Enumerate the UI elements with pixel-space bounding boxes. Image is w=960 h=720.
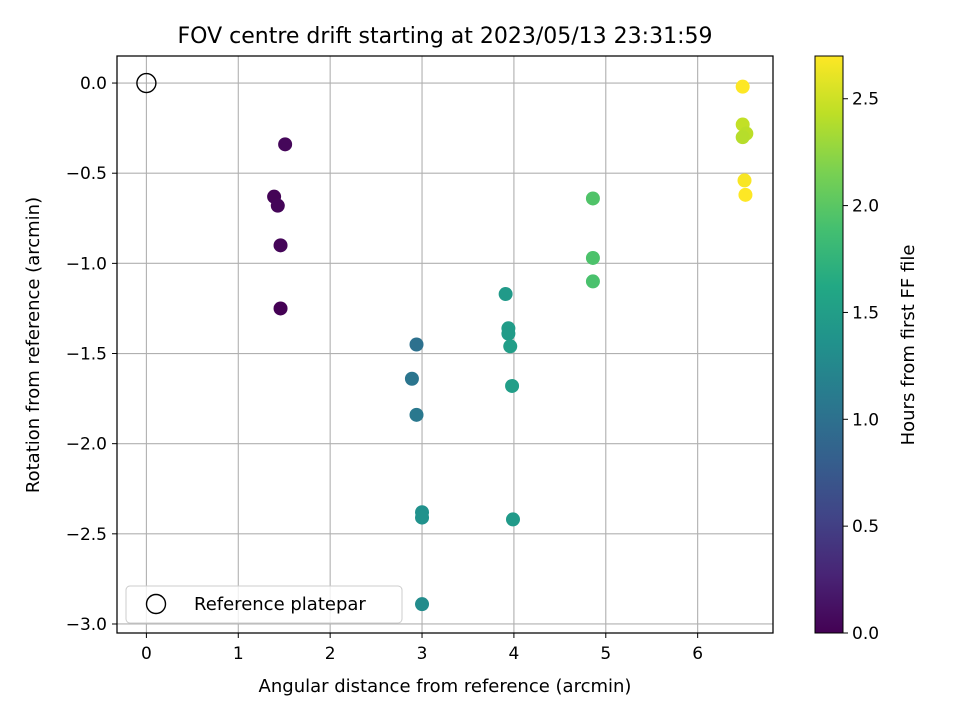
data-point	[501, 326, 516, 341]
legend-box	[125, 585, 403, 624]
y-tick-label: −3.0	[66, 615, 107, 635]
colorbar-label: Hours from first FF file	[898, 245, 919, 446]
y-tick-label: 0.0	[80, 74, 107, 94]
colorbar-gradient	[814, 55, 844, 634]
x-tick-label: 6	[692, 644, 703, 664]
data-point	[735, 79, 750, 94]
legend-label: Reference platepar	[194, 594, 366, 615]
data-point	[585, 274, 600, 289]
colorbar-tick-label: 0.5	[852, 517, 879, 537]
colorbar-tick-label: 2.5	[852, 90, 879, 110]
y-tick-label: −0.5	[66, 164, 107, 184]
data-point	[273, 238, 288, 253]
chart-title: FOV centre drift starting at 2023/05/13 …	[178, 24, 713, 49]
colorbar-tick-label: 0.0	[852, 624, 879, 644]
grid	[117, 56, 773, 633]
colorbar-tick-label: 1.0	[852, 410, 879, 430]
axis-ticks: 0 1 2 3 4 5 6 0.0 −0.5 −1.0 −1.5 −2.0 −2.5 −3.0	[66, 74, 703, 664]
data-point	[498, 287, 513, 302]
plot-frame	[116, 55, 774, 634]
data-point	[270, 198, 285, 213]
colorbar-tick-label: 2.0	[852, 197, 879, 217]
legend-marker	[145, 593, 167, 615]
x-tick-label: 5	[600, 644, 611, 664]
data-point	[415, 597, 430, 612]
x-tick-label: 2	[325, 644, 336, 664]
data-point	[404, 371, 419, 386]
y-tick-label: −2.5	[66, 525, 107, 545]
data-point	[409, 407, 424, 422]
data-point	[503, 339, 518, 354]
data-point	[737, 173, 752, 188]
data-point	[585, 250, 600, 265]
data-point	[738, 187, 753, 202]
data-point	[505, 512, 520, 527]
y-axis-label: Rotation from reference (arcmin)	[23, 197, 44, 493]
x-tick-label: 0	[141, 644, 152, 664]
colorbar-ticks: 0.0 0.5 1.0 1.5 2.0 2.5	[843, 90, 879, 644]
legend: Reference platepar	[125, 585, 403, 624]
data-point	[505, 378, 520, 393]
data-point	[585, 191, 600, 206]
colorbar: 0.0 0.5 1.0 1.5 2.0 2.5 Hours from first FF f…	[814, 55, 919, 644]
data-points	[136, 72, 754, 612]
x-tick-label: 3	[417, 644, 428, 664]
reference-point	[136, 72, 157, 94]
y-tick-label: −1.5	[66, 345, 107, 365]
x-tick-label: 1	[233, 644, 244, 664]
y-tick-label: −2.0	[66, 435, 107, 455]
data-point	[415, 510, 430, 525]
y-tick-label: −1.0	[66, 254, 107, 274]
x-tick-label: 4	[508, 644, 519, 664]
colorbar-tick-label: 1.5	[852, 303, 879, 323]
data-point	[409, 337, 424, 352]
data-point	[273, 301, 288, 316]
data-point	[735, 130, 750, 145]
x-axis-label: Angular distance from reference (arcmin)	[259, 676, 632, 697]
data-point	[278, 137, 293, 152]
